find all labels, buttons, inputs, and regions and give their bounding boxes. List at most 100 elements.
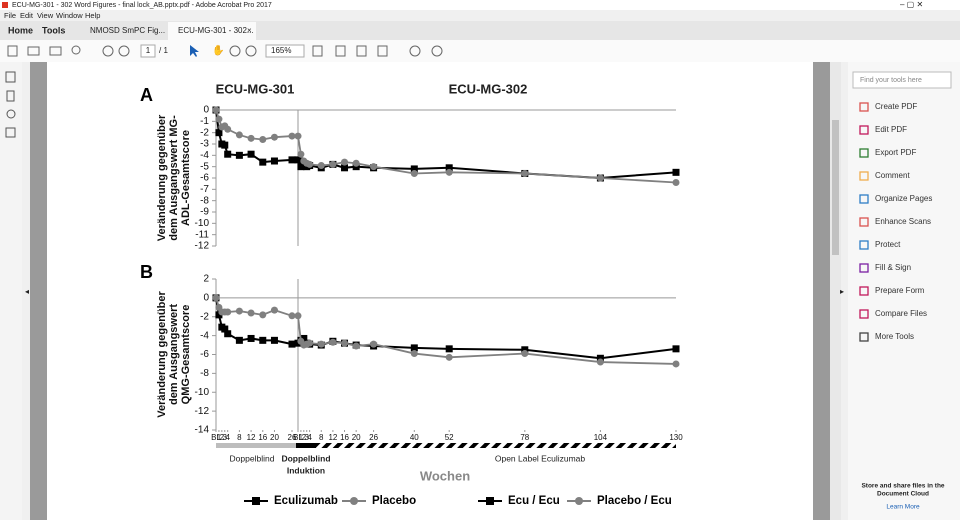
close-tab[interactable]: × — [247, 26, 252, 35]
sign-icon[interactable] — [431, 45, 443, 57]
save-icon[interactable] — [7, 45, 18, 57]
point — [235, 151, 243, 159]
point — [306, 160, 314, 168]
tool-icon — [859, 125, 869, 135]
pages-icon[interactable] — [5, 71, 16, 83]
tool-item[interactable]: Comment — [875, 171, 910, 180]
x-tick-label: 1 — [217, 433, 222, 442]
tool-item[interactable]: Protect — [875, 240, 901, 249]
next-icon[interactable] — [118, 45, 130, 57]
x-tick-label: 2 — [220, 433, 225, 442]
tool-icon[interactable] — [312, 45, 323, 57]
scroll-thumb[interactable] — [832, 120, 839, 255]
point — [270, 306, 278, 314]
series-line — [215, 109, 293, 164]
x-tick-label: 3 — [304, 433, 309, 442]
bookmark-icon[interactable] — [6, 90, 15, 102]
point — [306, 339, 314, 347]
prev-icon[interactable] — [102, 45, 114, 57]
tool-icon[interactable] — [356, 45, 367, 57]
x-tick-label: BL — [293, 433, 303, 442]
menu-item[interactable]: File — [4, 11, 16, 20]
tab[interactable]: NMOSD SmPC Fig... — [90, 26, 165, 35]
x-tick-label: 16 — [340, 433, 349, 442]
search-icon[interactable] — [71, 45, 81, 55]
menu-item[interactable]: Help — [85, 11, 100, 20]
collapse-right[interactable]: ▸ — [840, 287, 844, 296]
hand-tool[interactable]: ✋ — [212, 44, 224, 57]
point — [410, 169, 418, 177]
tool-item[interactable]: Edit PDF — [875, 125, 907, 134]
tab[interactable]: ECU-MG-301 - 302... — [178, 26, 254, 35]
x-tick-label: 52 — [445, 433, 454, 442]
tool-item[interactable]: Create PDF — [875, 102, 917, 111]
tool-item[interactable]: More Tools — [875, 332, 914, 341]
y-axis-title: dem Ausgangswert — [168, 304, 180, 405]
layers-icon[interactable] — [5, 127, 16, 138]
attach-icon[interactable] — [6, 109, 16, 119]
point — [317, 162, 325, 170]
collapse-left[interactable]: ◂ — [25, 287, 29, 296]
window-controls[interactable]: – ▢ ✕ — [900, 0, 923, 9]
y-axis-title: dem Ausgangswert MG- — [168, 115, 180, 241]
cloud-text: Store and share files in the — [861, 483, 944, 490]
tool-item[interactable]: Prepare Form — [875, 286, 925, 295]
zoom-in[interactable] — [245, 45, 257, 57]
point — [410, 165, 418, 173]
tool-icon[interactable] — [335, 45, 346, 57]
tab[interactable]: Tools — [42, 25, 65, 35]
y-tick-label: -4 — [200, 150, 209, 161]
tool-item[interactable]: Fill & Sign — [875, 263, 911, 272]
zoom-level[interactable]: 165% — [271, 46, 291, 55]
y-tick-label: -14 — [195, 425, 210, 436]
point — [596, 358, 604, 366]
x-tick-label: 26 — [288, 433, 297, 442]
active-tab[interactable] — [168, 22, 256, 40]
menu-item[interactable]: View — [37, 11, 54, 20]
page-input[interactable] — [140, 44, 156, 58]
tool-item[interactable]: Compare Files — [875, 309, 927, 318]
select-tool[interactable] — [190, 45, 199, 57]
x-tick-label: 20 — [352, 433, 361, 442]
zoom-input[interactable] — [265, 44, 305, 58]
comment-icon[interactable] — [409, 45, 421, 57]
y-tick-label: -11 — [195, 229, 209, 240]
point — [445, 345, 453, 353]
learn-more[interactable]: Learn More — [886, 504, 920, 511]
point — [235, 307, 243, 315]
tool-item[interactable]: Enhance Scans — [875, 217, 931, 226]
legend-marker — [350, 497, 358, 505]
print-icon[interactable] — [27, 46, 40, 56]
point — [224, 125, 232, 133]
scrollbar[interactable] — [830, 62, 841, 520]
search-placeholder[interactable]: Find your tools here — [860, 77, 922, 84]
x-tick-label: 26 — [369, 433, 378, 442]
tools-search[interactable] — [852, 71, 952, 89]
tool-item[interactable]: Organize Pages — [875, 194, 932, 203]
tool-icon[interactable] — [377, 45, 388, 57]
page-number[interactable]: 1 — [146, 46, 151, 55]
menu-item[interactable]: Window — [56, 11, 83, 20]
point — [259, 135, 267, 143]
point — [352, 342, 360, 350]
zoom-out[interactable] — [229, 45, 241, 57]
x-tick-label: 12 — [328, 433, 337, 442]
menu-item[interactable]: Edit — [20, 11, 34, 20]
point — [288, 340, 296, 348]
tab[interactable]: Home — [8, 25, 33, 35]
y-axis-title: QMG-Gesamtscore — [180, 305, 192, 405]
point — [212, 106, 220, 114]
legend-label: Placebo — [372, 495, 416, 507]
phase-label: Induktion — [287, 465, 325, 475]
point — [221, 325, 229, 333]
y-tick-label: -8 — [200, 368, 209, 379]
point — [294, 156, 302, 164]
legend-marker — [575, 497, 583, 505]
point — [445, 353, 453, 361]
point — [247, 134, 255, 142]
tool-item[interactable]: Export PDF — [875, 148, 916, 157]
mail-icon[interactable] — [49, 46, 62, 56]
y-axis-title: ADL-Gesamtscore — [180, 130, 192, 226]
phase-label: Doppelblind — [230, 453, 275, 463]
x-axis-title: Wochen — [420, 468, 470, 483]
